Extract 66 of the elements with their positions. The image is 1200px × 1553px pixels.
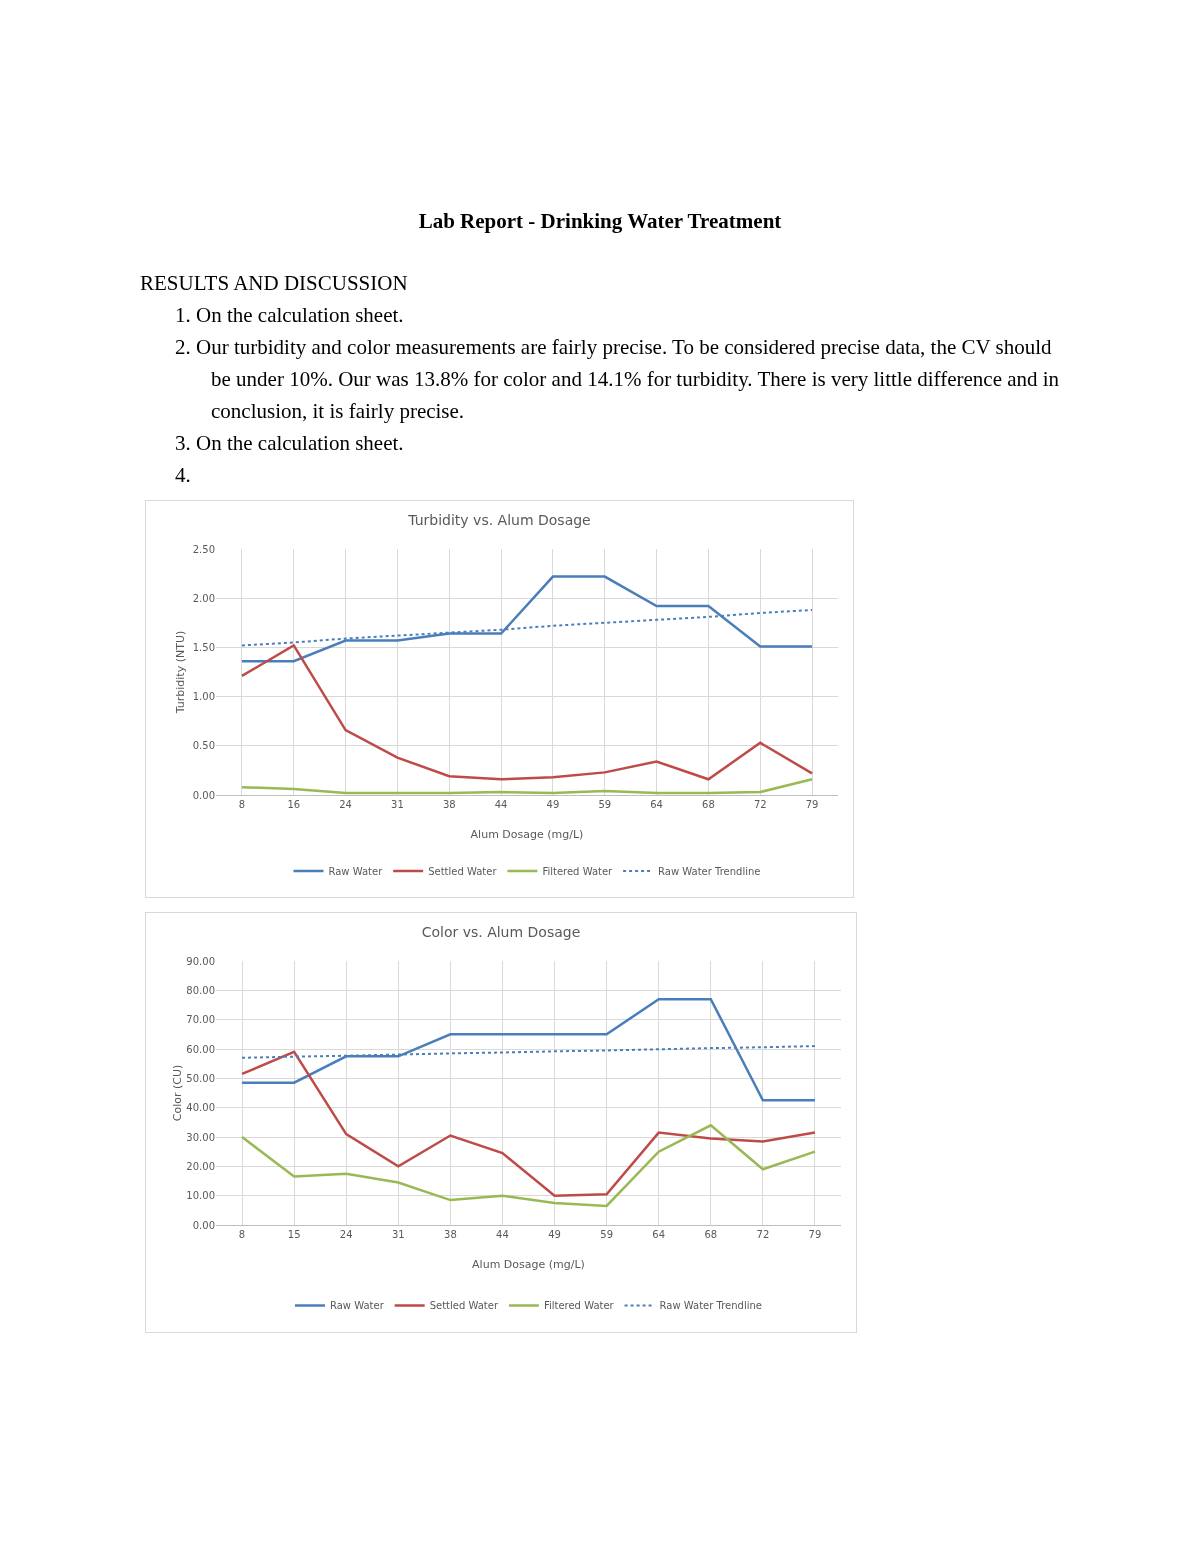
y-tick-label: 0.50 <box>192 740 215 752</box>
line-series <box>240 1050 817 1197</box>
y-tick-label: 30.00 <box>186 1131 215 1143</box>
x-tick-label: 79 <box>808 1229 822 1240</box>
legend-label: Settled Water <box>429 1300 499 1312</box>
x-tick-label: 38 <box>442 799 456 810</box>
x-tick-label: 31 <box>391 799 404 810</box>
y-tick-label: 40.00 <box>186 1102 215 1114</box>
text: 3. On the calculation sheet. <box>174 430 405 457</box>
y-tick-label: 10.00 <box>186 1190 215 1202</box>
text: Lab Report - Drinking Water Treatment <box>417 208 783 235</box>
y-tick-label: 80.00 <box>186 984 215 996</box>
text: 1. On the calculation sheet. <box>174 302 405 329</box>
text: RESULTS AND DISCUSSION <box>140 270 409 297</box>
legend-label: Raw Water <box>330 1300 385 1312</box>
y-tick-label: 20.00 <box>186 1160 215 1172</box>
y-tick-label: 0.00 <box>192 789 215 801</box>
x-tick-label: 49 <box>548 1229 561 1240</box>
x-tick-label: 44 <box>494 799 508 810</box>
legend-label: Settled Water <box>428 865 498 877</box>
x-tick-label: 64 <box>652 1229 666 1240</box>
x-tick-label: 59 <box>598 799 612 810</box>
x-tick-label: 8 <box>238 799 246 810</box>
x-axis-title: Alum Dosage (mg/L) <box>470 828 584 841</box>
x-tick-label: 16 <box>287 799 301 810</box>
legend-label: Raw Water Trendline <box>659 1300 762 1312</box>
chart-title: Color vs. Alum Dosage <box>421 924 581 941</box>
y-tick-label: 2.00 <box>192 592 215 604</box>
x-tick-label: 72 <box>753 799 767 810</box>
x-tick-label: 64 <box>650 799 663 810</box>
line-series <box>240 575 814 663</box>
x-tick-label: 72 <box>756 1229 770 1240</box>
legend-label: Filtered Water <box>543 1300 615 1312</box>
legend-label: Filtered Water <box>542 865 614 877</box>
x-tick-label: 24 <box>339 799 352 810</box>
y-tick-label: 2.50 <box>192 543 215 555</box>
y-tick-label: 90.00 <box>186 955 215 967</box>
x-tick-label: 38 <box>444 1229 457 1240</box>
y-tick-label: 70.00 <box>186 1014 215 1026</box>
text: 4. <box>174 462 192 489</box>
y-tick-label: 60.00 <box>186 1043 215 1055</box>
x-axis-title: Alum Dosage (mg/L) <box>472 1258 585 1271</box>
legend-label: Raw Water <box>328 865 384 877</box>
x-tick-label: 31 <box>391 1229 405 1240</box>
x-tick-label: 59 <box>600 1229 613 1240</box>
x-tick-label: 8 <box>238 1229 246 1240</box>
chart-title: Turbidity vs. Alum Dosage <box>407 511 591 528</box>
line-series <box>240 1124 817 1208</box>
x-tick-label: 49 <box>546 799 560 810</box>
x-tick-label: 15 <box>287 1229 301 1240</box>
line-series <box>240 644 814 781</box>
line-series <box>240 997 817 1102</box>
text: 2. Our turbidity and color measurements are fairly precise. To be considered precise data, the CV should be under 10%. Our was 13.8% for color and 14.1% for turbidity. There is very little difference and in conclusion, it is fairly precise. <box>174 334 1060 425</box>
x-tick-label: 79 <box>805 799 819 810</box>
y-tick-label: 0.00 <box>192 1219 215 1231</box>
x-tick-label: 68 <box>702 799 715 810</box>
x-tick-label: 68 <box>704 1229 718 1240</box>
y-axis-title: Turbidity (NTU) <box>174 630 187 715</box>
y-tick-label: 50.00 <box>186 1072 215 1084</box>
line-series <box>240 778 814 795</box>
y-tick-label: 1.50 <box>192 641 215 653</box>
y-tick-label: 1.00 <box>192 691 215 703</box>
x-tick-label: 24 <box>339 1229 353 1240</box>
legend-label: Raw Water Trendline <box>658 865 761 877</box>
y-axis-title: Color (CU) <box>171 1064 185 1122</box>
x-tick-label: 44 <box>496 1229 509 1240</box>
